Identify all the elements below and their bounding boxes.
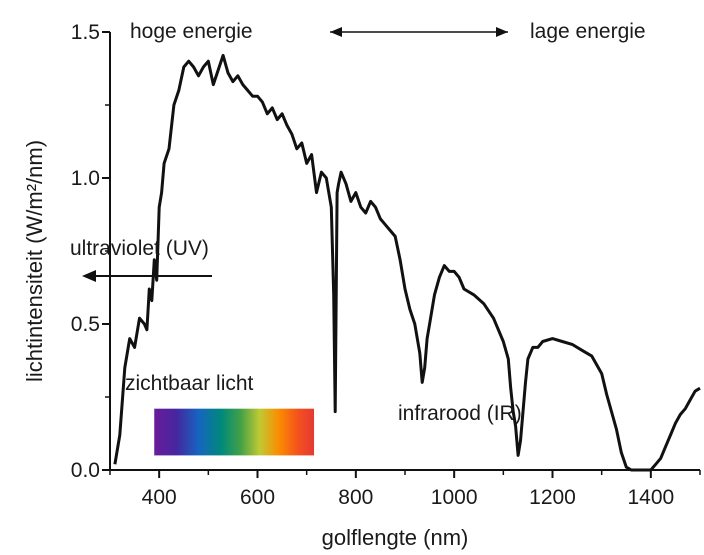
annotation-visible: zichtbaar licht [125, 372, 254, 395]
x-tick-label: 400 [142, 486, 177, 509]
y-axis-title: lichtintensiteit (W/m²/nm) [22, 140, 47, 382]
visible-spectrum-band [154, 408, 315, 456]
ticks: 400 600 800 1000 1200 1400 0.0 0.5 1.0 1.5 [71, 21, 701, 509]
x-axis-title: golflengte (nm) [322, 525, 469, 550]
series-group [113, 53, 701, 472]
x-tick-label: 1200 [529, 486, 576, 509]
annotation-low-energy: lage energie [530, 20, 646, 43]
annotation-ir: infrarood (IR) [398, 402, 522, 425]
x-tick-label: 1000 [431, 486, 478, 509]
annotations: hoge energie lage energie ultraviolet (UV)… [70, 20, 646, 456]
uv-arrow-head [82, 270, 96, 282]
x-tick-label: 800 [338, 486, 373, 509]
energy-arrow-left-head [330, 27, 342, 37]
energy-arrow-right-head [496, 27, 508, 37]
axes: golflengte (nm) lichtintensiteit (W/m²/nm… [22, 32, 700, 550]
x-tick-label: 600 [240, 486, 275, 509]
annotation-uv: ultraviolet (UV) [70, 237, 209, 260]
x-tick-label: 1400 [627, 486, 674, 509]
y-tick-label: 1.5 [71, 21, 100, 44]
y-tick-label: 1.0 [71, 167, 100, 190]
series-line-0 [113, 53, 701, 472]
y-tick-label: 0.0 [71, 459, 100, 482]
y-tick-label: 0.5 [71, 313, 100, 336]
annotation-high-energy: hoge energie [130, 20, 253, 43]
